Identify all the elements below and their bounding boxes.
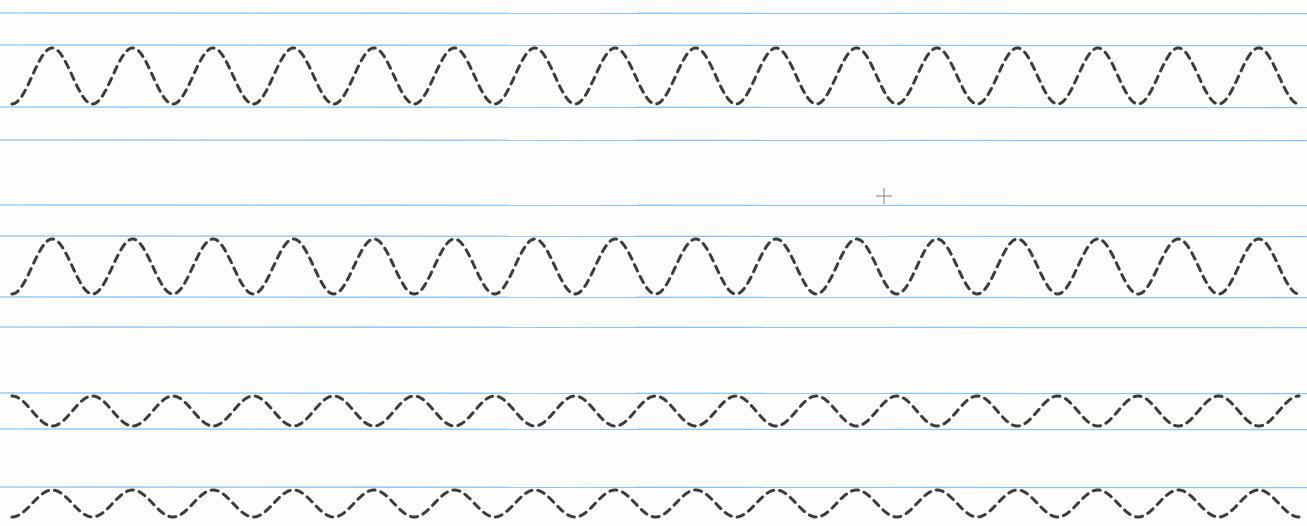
ruled-line bbox=[0, 486, 1307, 489]
tall-valley-waves bbox=[10, 237, 1301, 296]
ruled-line bbox=[0, 204, 1307, 207]
ruled-line bbox=[0, 44, 1307, 47]
ruled-line bbox=[0, 296, 1307, 299]
ruled-line bbox=[0, 139, 1307, 142]
tracing-patterns bbox=[10, 46, 1301, 519]
ruled-lines bbox=[0, 12, 1307, 489]
ruled-line bbox=[0, 106, 1307, 109]
tall-peak-waves bbox=[10, 46, 1301, 106]
crosshair-mark bbox=[876, 188, 892, 204]
ruled-line bbox=[0, 12, 1307, 15]
small-valley-waves bbox=[10, 394, 1301, 428]
ruled-line bbox=[0, 392, 1307, 395]
ruled-line bbox=[0, 235, 1307, 238]
small-peak-waves bbox=[10, 488, 1301, 519]
ruled-line bbox=[0, 326, 1307, 329]
marks bbox=[876, 188, 892, 204]
ruled-line bbox=[0, 428, 1307, 431]
